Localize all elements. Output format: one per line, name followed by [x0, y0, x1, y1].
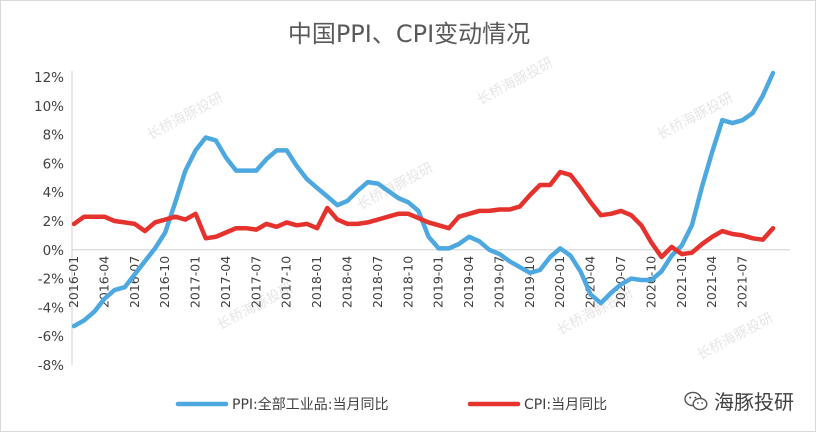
y-tick-label: -6%: [38, 329, 64, 345]
watermark-text: 长桥海豚投研: [354, 160, 436, 214]
watermark-text: 长桥海豚投研: [694, 310, 776, 364]
brand-name: 海豚投研: [714, 390, 794, 414]
y-tick-label: 12%: [34, 70, 64, 86]
x-tick-label: 2018-04: [340, 256, 355, 308]
x-tick-label: 2020-01: [552, 256, 567, 308]
x-tick-label: 2017-10: [279, 256, 294, 308]
x-tick-label: 2018-07: [370, 256, 385, 308]
x-tick-label: 2018-01: [309, 256, 324, 308]
series-line-ppi: [71, 70, 776, 329]
y-tick-label: -8%: [38, 358, 64, 374]
legend: PPI:全部工业品:当月同比 CPI:当月同比: [175, 396, 607, 413]
x-tick-label: 2019-10: [522, 256, 537, 308]
y-tick-label: -2%: [38, 272, 64, 288]
legend-label: PPI:全部工业品:当月同比: [232, 396, 388, 413]
x-tick-label: 2021-07: [735, 256, 750, 308]
x-tick-label: 2021-01: [674, 256, 689, 308]
y-tick-label: -4%: [38, 300, 64, 316]
series-lines: [71, 70, 776, 329]
x-tick-label: 2016-10: [157, 256, 172, 308]
y-tick-label: 6%: [43, 156, 65, 172]
watermark-text: 长桥海豚投研: [654, 90, 736, 144]
x-tick-label: 2019-01: [431, 256, 446, 308]
series-line-cpi: [71, 169, 776, 260]
y-tick-label: 4%: [43, 185, 65, 201]
y-tick-label: 8%: [43, 128, 65, 144]
y-tick-label: 2%: [43, 214, 65, 230]
watermark-text: 长桥海豚投研: [474, 55, 556, 109]
chart-title: 中国PPI、CPI变动情况: [287, 20, 531, 48]
legend-label: CPI:当月同比: [524, 397, 607, 413]
x-tick-label: 2017-04: [218, 256, 233, 308]
x-tick-label: 2018-10: [400, 256, 415, 308]
x-tick-label: 2020-07: [613, 256, 628, 308]
brand: 海豚投研: [684, 386, 794, 415]
x-tick-label: 2017-01: [188, 256, 203, 308]
x-tick-label: 2019-04: [461, 256, 476, 308]
x-tick-label: 2021-04: [704, 256, 719, 308]
y-tick-label: 0%: [43, 243, 65, 259]
y-tick-label: 10%: [34, 99, 64, 115]
wechat-icon: [684, 391, 708, 410]
x-tick-label: 2017-07: [248, 256, 263, 308]
y-axis-labels: -8% -6% -4% -2% 0% 2% 4% 6% 8% 10% 12%: [34, 70, 64, 374]
watermark-text: 长桥海豚投研: [144, 90, 226, 144]
x-tick-label: 2016-01: [66, 256, 81, 308]
x-tick-label: 2019-07: [491, 256, 506, 308]
